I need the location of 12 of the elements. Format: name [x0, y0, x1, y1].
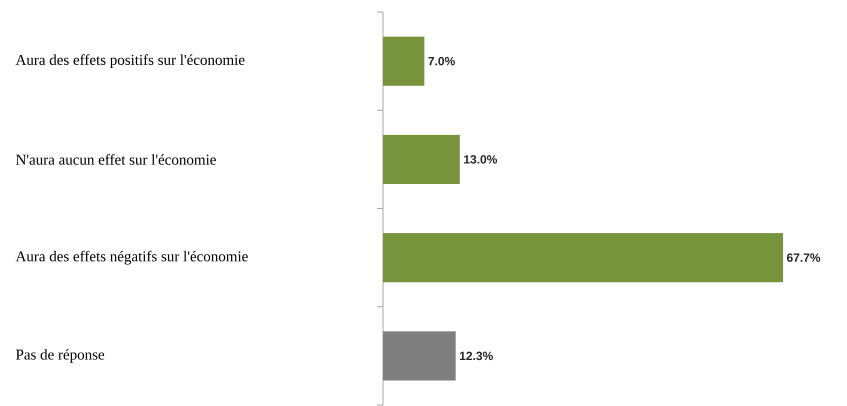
y-tick-label: N'aura aucun effet sur l'économie — [16, 154, 216, 165]
bar — [383, 36, 424, 86]
data-label: 7.0% — [428, 57, 455, 66]
bar — [383, 135, 460, 184]
bar — [383, 233, 783, 282]
y-tick-label: Aura des effets négatifs sur l'économie — [16, 250, 248, 265]
data-label: 12.3% — [460, 352, 493, 360]
data-label: 67.7% — [786, 254, 820, 262]
y-tick-label: Aura des effets positifs sur l'économie — [16, 54, 244, 68]
y-tick-label: Pas de réponse — [16, 349, 104, 363]
data-label: 13.0% — [464, 155, 498, 164]
bar — [383, 332, 456, 381]
